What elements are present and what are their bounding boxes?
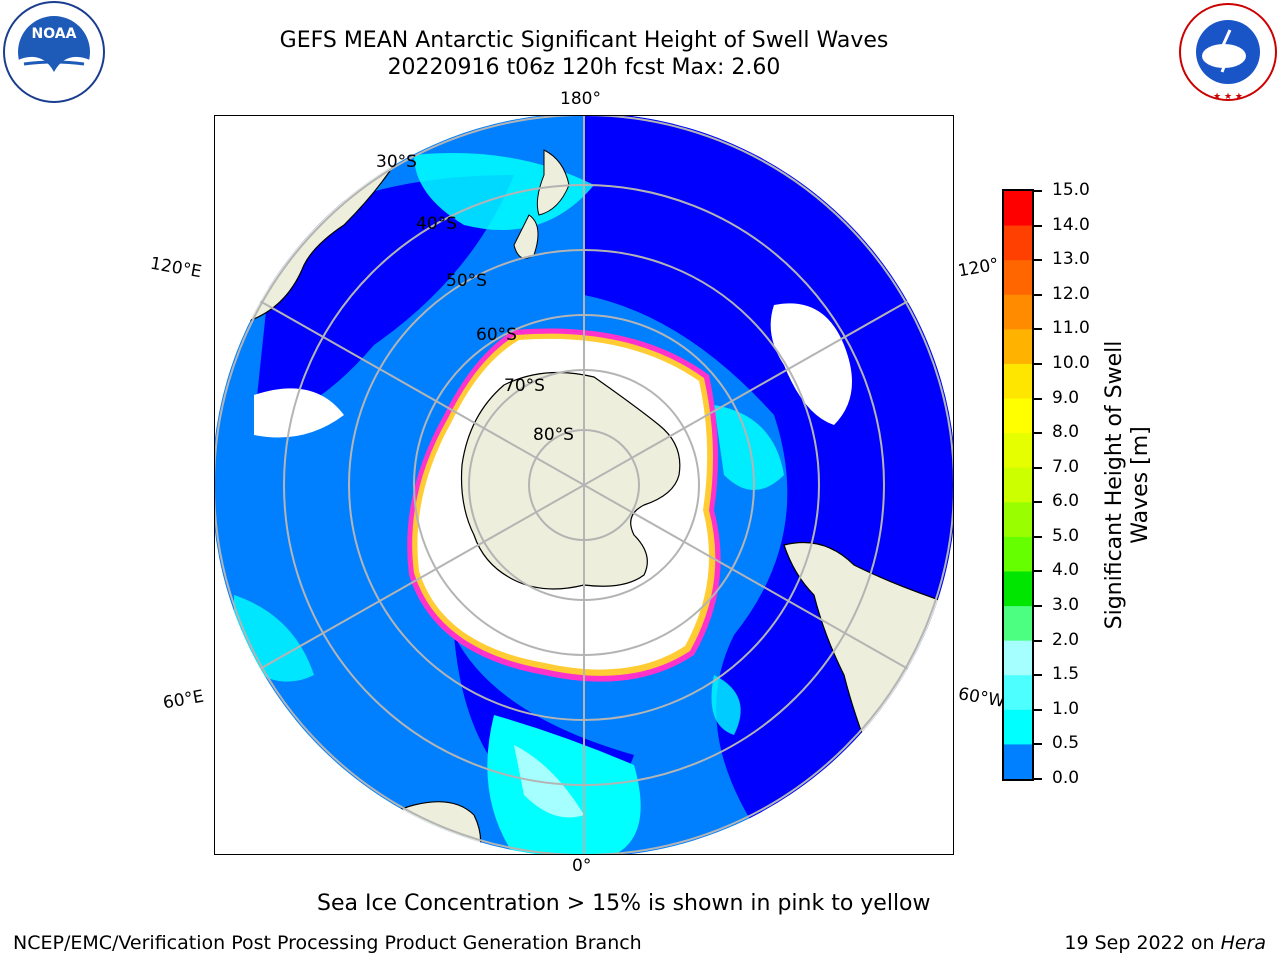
- madagascar-landmass: [214, 761, 288, 816]
- lon-label-120w: 120°: [956, 254, 1001, 282]
- colorbar-tick-label: 2.0: [1052, 629, 1080, 650]
- lon-label-60w: 60°W: [956, 684, 1007, 712]
- footer-host: Hera: [1220, 932, 1266, 954]
- colorbar-cell: [1004, 329, 1032, 365]
- lon-label-0: 0°: [572, 856, 592, 876]
- colorbar-tick-mark: [1034, 501, 1042, 504]
- longitude-grid: [214, 115, 954, 855]
- nws-logo: ★ ★ ★: [1179, 3, 1277, 102]
- colorbar-tick-mark: [1034, 708, 1042, 711]
- lat-label-40s: 40°S: [416, 214, 457, 234]
- colorbar-label-line1: Significant Height of Swell: [1102, 340, 1127, 630]
- colorbar-tick-label: 0.5: [1052, 733, 1080, 754]
- colorbar-tick-mark: [1034, 397, 1042, 400]
- lat-label-30s: 30°S: [376, 152, 417, 172]
- colorbar-tick-mark: [1034, 743, 1042, 746]
- colorbar-tick-mark: [1034, 674, 1042, 677]
- colorbar: [1002, 189, 1034, 781]
- map-title-line1: GEFS MEAN Antarctic Significant Height o…: [279, 28, 889, 53]
- colorbar-cell: [1004, 571, 1032, 607]
- colorbar-cell: [1004, 744, 1032, 780]
- colorbar-tick-label: 9.0: [1052, 387, 1080, 408]
- lon-label-180: 180°: [560, 89, 601, 109]
- lat-label-70s: 70°S: [504, 376, 545, 396]
- colorbar-tick-mark: [1034, 778, 1042, 780]
- colorbar-cell: [1004, 363, 1032, 400]
- colorbar-tick-mark: [1034, 328, 1042, 331]
- colorbar-tick-mark: [1034, 639, 1042, 642]
- colorbar-cell: [1004, 260, 1032, 296]
- colorbar-tick-mark: [1034, 570, 1042, 573]
- lat-label-80s: 80°S: [533, 425, 574, 445]
- colorbar-tick-mark: [1034, 432, 1042, 435]
- colorbar-cell: [1004, 191, 1032, 227]
- colorbar-cell: [1004, 433, 1032, 469]
- sea-ice-note: Sea Ice Concentration > 15% is shown in …: [317, 891, 931, 916]
- colorbar-cell: [1004, 467, 1032, 503]
- lon-label-120e: 120°E: [148, 253, 204, 283]
- colorbar-tick-mark: [1034, 224, 1042, 227]
- colorbar-cell: [1004, 398, 1032, 434]
- colorbar-tick-label: 10.0: [1052, 352, 1090, 373]
- colorbar-tick-label: 1.5: [1052, 664, 1080, 685]
- colorbar-label: Significant Height of Swell Waves [m]: [1102, 341, 1154, 630]
- colorbar-tick-label: 6.0: [1052, 491, 1080, 512]
- lat-label-60s: 60°S: [476, 325, 517, 345]
- lon-label-60e: 60°E: [161, 686, 206, 714]
- polar-map: [214, 115, 954, 855]
- lat-label-50s: 50°S: [446, 271, 487, 291]
- colorbar-tick-label: 0.0: [1052, 768, 1080, 788]
- colorbar-cell: [1004, 502, 1032, 538]
- colorbar-tick-mark: [1034, 293, 1042, 296]
- colorbar-tick-label: 11.0: [1052, 318, 1090, 339]
- colorbar-tick-mark: [1034, 259, 1042, 262]
- colorbar-tick-mark: [1034, 190, 1042, 192]
- colorbar-cell: [1004, 225, 1032, 261]
- new-zealand-landmass: [536, 149, 570, 216]
- colorbar-cell: [1004, 606, 1032, 642]
- antarctica-landmass: [460, 371, 681, 590]
- colorbar-cell: [1004, 294, 1032, 330]
- colorbar-tick-label: 5.0: [1052, 525, 1080, 546]
- colorbar-tick-label: 8.0: [1052, 422, 1080, 443]
- noaa-logo-text: NOAA: [32, 26, 77, 42]
- colorbar-tick-mark: [1034, 605, 1042, 608]
- colorbar-tick-mark: [1034, 535, 1042, 538]
- colorbar-tick-label: 3.0: [1052, 595, 1080, 616]
- footer-left: NCEP/EMC/Verification Post Processing Pr…: [13, 932, 642, 954]
- colorbar-cell: [1004, 709, 1032, 745]
- colorbar-tick-label: 7.0: [1052, 456, 1080, 477]
- colorbar-tick-label: 1.0: [1052, 698, 1080, 719]
- footer-right: 19 Sep 2022 on Hera: [1064, 932, 1266, 954]
- map-title-line2: 20220916 t06z 120h fcst Max: 2.60: [387, 55, 781, 80]
- noaa-logo: NOAA: [3, 1, 105, 103]
- colorbar-cell: [1004, 536, 1032, 572]
- svg-text:★ ★ ★: ★ ★ ★: [1213, 92, 1243, 102]
- colorbar-tick-label: 13.0: [1052, 249, 1090, 270]
- colorbar-tick-label: 12.0: [1052, 283, 1090, 304]
- colorbar-tick-label: 4.0: [1052, 560, 1080, 581]
- colorbar-label-line2: Waves [m]: [1128, 426, 1153, 544]
- colorbar-tick-label: 15.0: [1052, 180, 1090, 200]
- colorbar-cell: [1004, 675, 1032, 711]
- colorbar-tick-mark: [1034, 362, 1042, 365]
- colorbar-tick-label: 14.0: [1052, 214, 1090, 235]
- africa-landmass: [363, 801, 482, 855]
- footer-date: 19 Sep 2022 on: [1064, 932, 1221, 954]
- colorbar-cell: [1004, 640, 1032, 676]
- colorbar-tick-mark: [1034, 466, 1042, 469]
